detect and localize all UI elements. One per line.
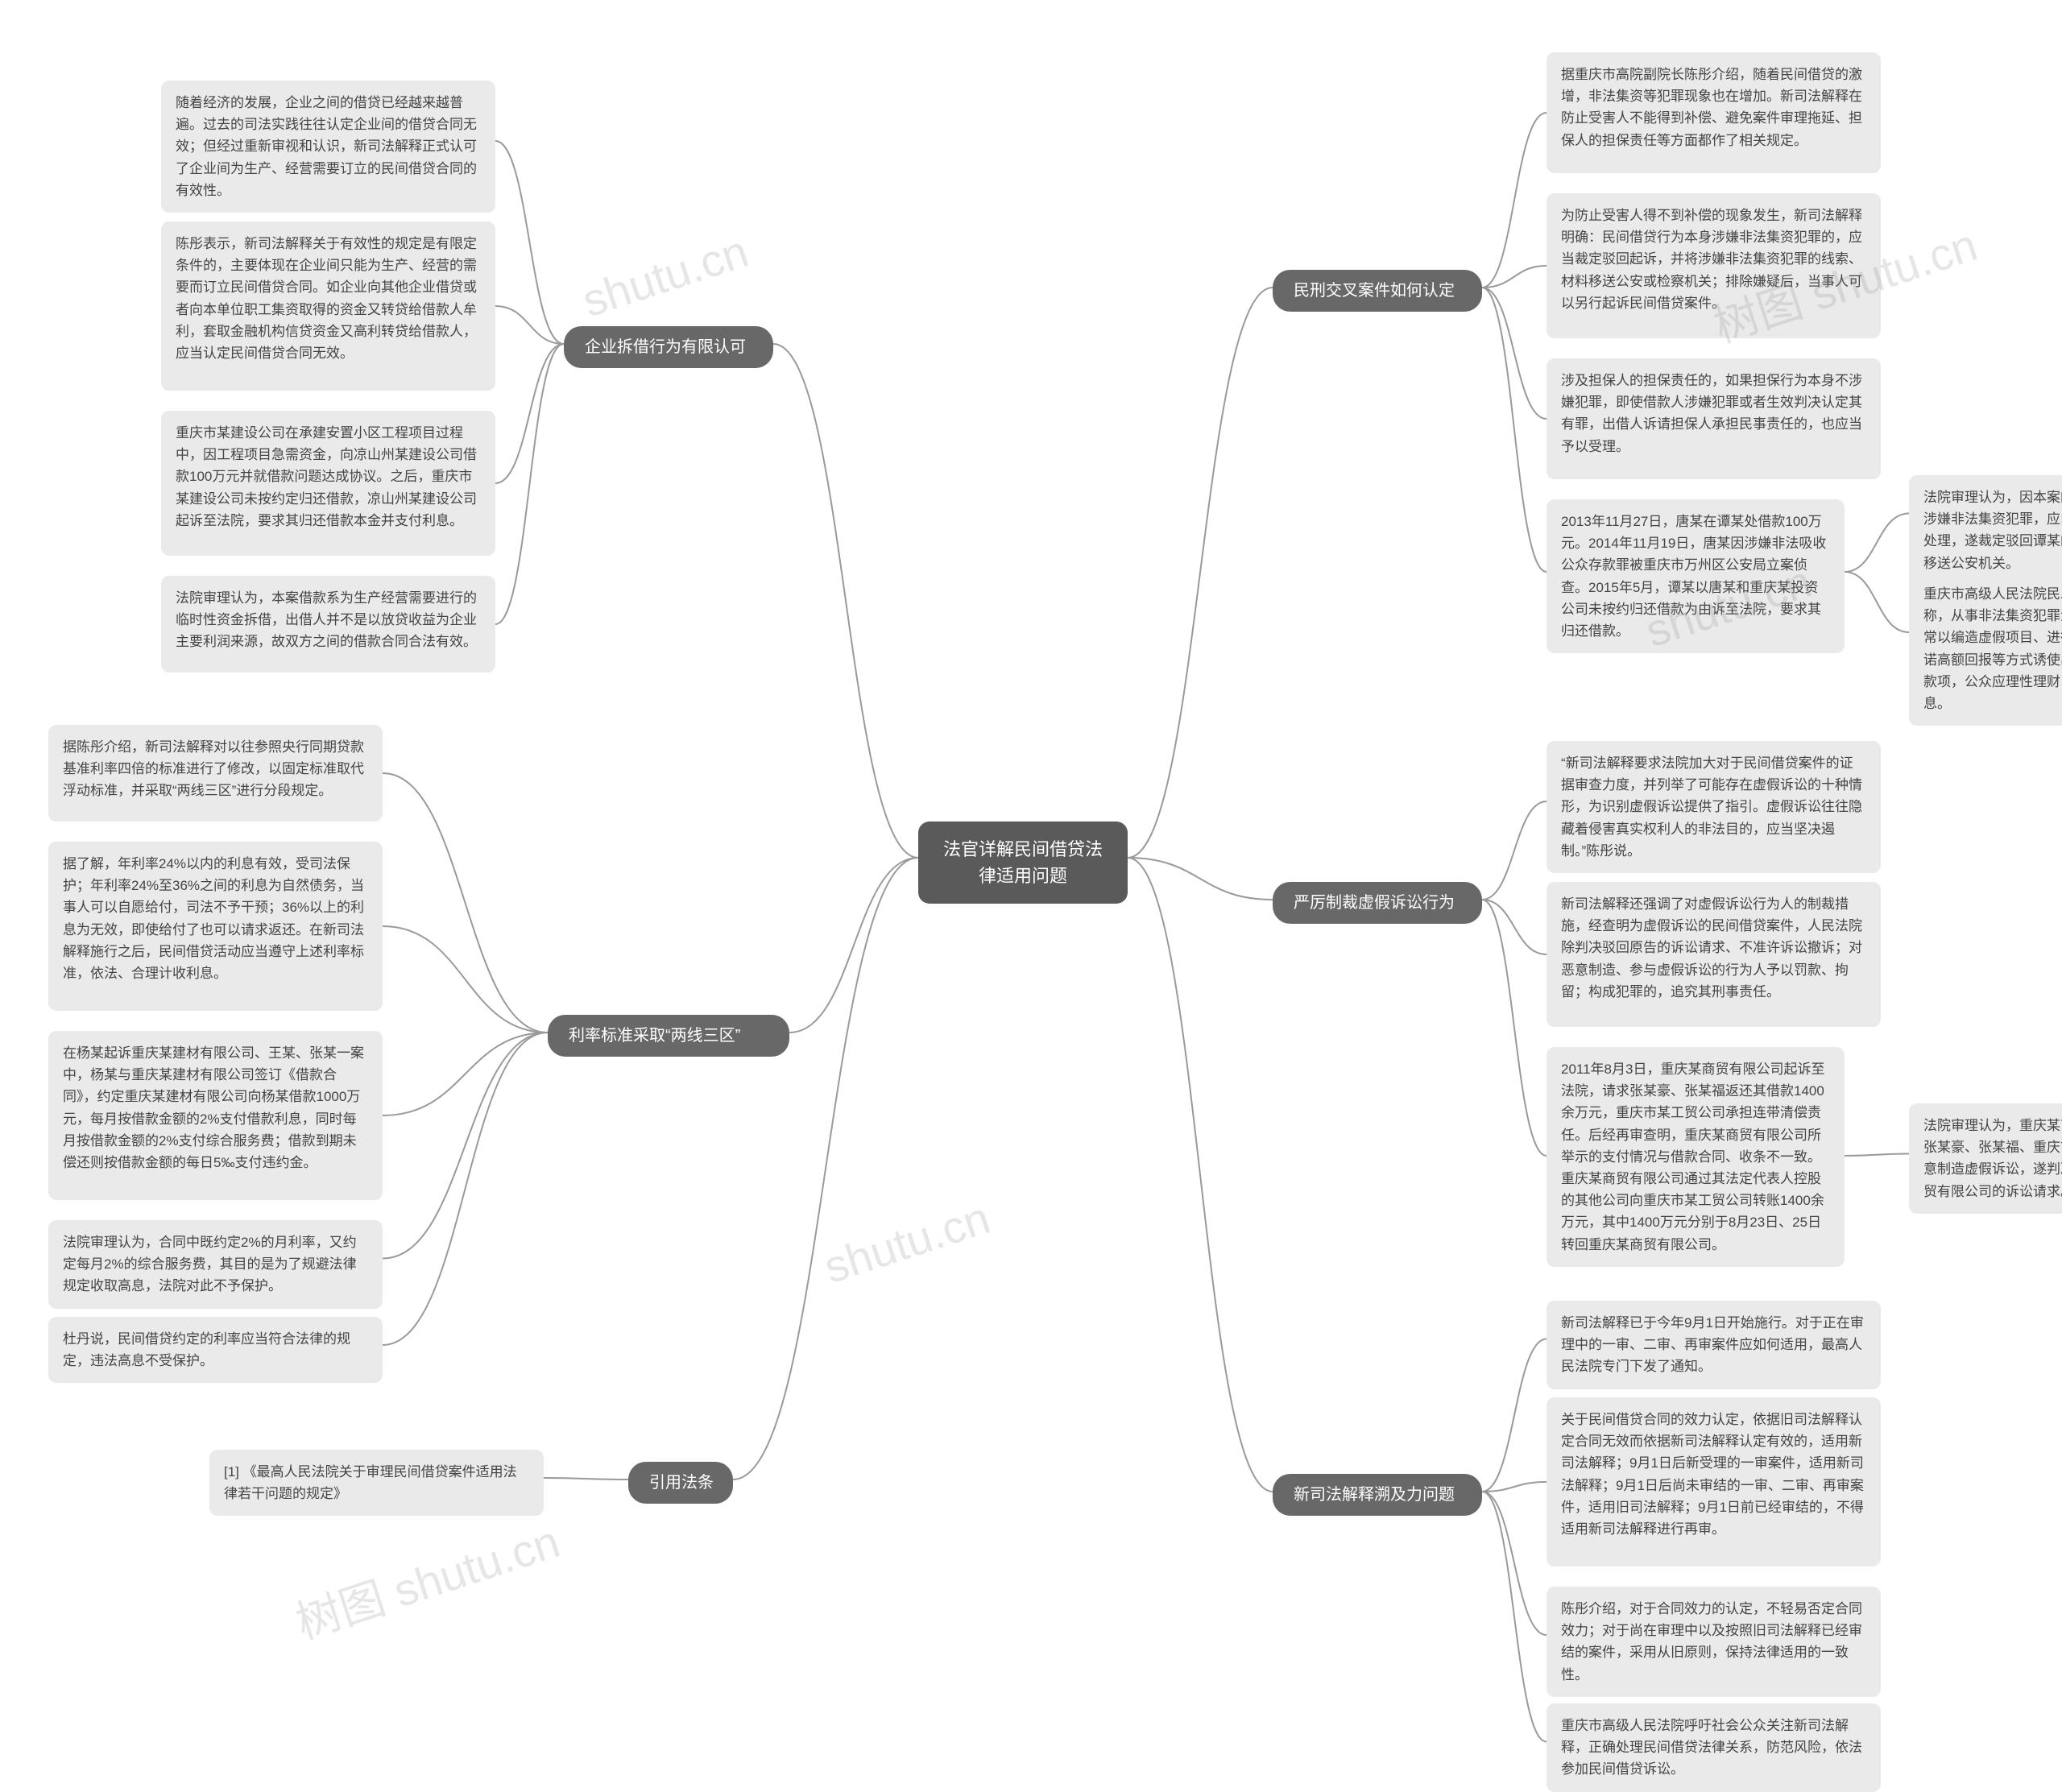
leaf-b1-2: 重庆市某建设公司在承建安置小区工程项目过程中，因工程项目急需资金，向凉山州某建设… xyxy=(161,411,495,556)
leaf-b2-1: 据了解，年利率24%以内的利息有效，受司法保护；年利率24%至36%之间的利息为… xyxy=(48,842,383,1011)
leaf-b4-3: 2013年11月27日，唐某在谭某处借款100万元。2014年11月19日，唐某… xyxy=(1546,499,1845,653)
subleaf-b4-3-0: 法院审理认为，因本案的借款行为本身涉嫌非法集资犯罪，应由公安机关先行处理，遂裁定… xyxy=(1909,475,2062,586)
leaf-b5-0: “新司法解释要求法院加大对于民间借贷案件的证据审查力度，并列举了可能存在虚假诉讼… xyxy=(1546,741,1881,873)
leaf-b5-2: 2011年8月3日，重庆某商贸有限公司起诉至法院，请求张某豪、张某福返还其借款1… xyxy=(1546,1047,1845,1267)
leaf-b1-1: 陈彤表示，新司法解释关于有效性的规定是有限定条件的，主要体现在企业间只能为生产、… xyxy=(161,221,495,391)
leaf-b2-0: 据陈彤介绍，新司法解释对以往参照央行同期贷款基准利率四倍的标准进行了修改，以固定… xyxy=(48,725,383,822)
leaf-b2-3: 法院审理认为，合同中既约定2%的月利率，又约定每月2%的综合服务费，其目的是为了… xyxy=(48,1220,383,1309)
leaf-b6-0: 新司法解释已于今年9月1日开始施行。对于正在审理中的一审、二审、再审案件应如何适… xyxy=(1546,1301,1881,1389)
leaf-b4-2: 涉及担保人的担保责任的，如果担保行为本身不涉嫌犯罪，即使借款人涉嫌犯罪或者生效判… xyxy=(1546,358,1881,479)
branch-b5: 严厉制裁虚假诉讼行为 xyxy=(1273,882,1482,924)
leaf-b1-3: 法院审理认为，本案借款系为生产经营需要进行的临时性资金拆借，出借人并不是以放贷收… xyxy=(161,576,495,673)
center-node: 法官详解民间借贷法律适用问题 xyxy=(918,822,1128,904)
leaf-b5-1: 新司法解释还强调了对虚假诉讼行为人的制裁措施，经查明为虚假诉讼的民间借贷案件，人… xyxy=(1546,882,1881,1027)
watermark-3: shutu.cn xyxy=(818,1191,996,1293)
leaf-b1-0: 随着经济的发展，企业之间的借贷已经越来越普遍。过去的司法实践往往认定企业间的借贷… xyxy=(161,81,495,213)
leaf-b6-2: 陈彤介绍，对于合同效力的认定，不轻易否定合同效力；对于尚在审理中以及按照旧司法解… xyxy=(1546,1587,1881,1697)
leaf-b6-3: 重庆市高级人民法院呼吁社会公众关注新司法解释，正确处理民间借贷法律关系，防范风险… xyxy=(1546,1703,1881,1792)
subleaf-b5-2-0: 法院审理认为，重庆某商贸有限公司与张某豪、张某福、重庆市某工贸公司恶意制造虚假诉… xyxy=(1909,1103,2062,1214)
leaf-b2-2: 在杨某起诉重庆某建材有限公司、王某、张某一案中，杨某与重庆某建材有限公司签订《借… xyxy=(48,1031,383,1200)
subleaf-b4-3-1: 重庆市高级人民法院民二庭庭长杜丹称，从事非法集资犯罪活动的嫌疑人通常以编造虚假项… xyxy=(1909,572,2062,726)
leaf-b2-4: 杜丹说，民间借贷约定的利率应当符合法律的规定，违法高息不受保护。 xyxy=(48,1317,383,1383)
branch-b6: 新司法解释溯及力问题 xyxy=(1273,1474,1482,1516)
leaf-b3-0: [1] 《最高人民法院关于审理民间借贷案件适用法律若干问题的规定》 xyxy=(209,1450,544,1516)
branch-b3: 引用法条 xyxy=(628,1462,733,1504)
leaf-b4-1: 为防止受害人得不到补偿的现象发生，新司法解释明确：民间借贷行为本身涉嫌非法集资犯… xyxy=(1546,193,1881,338)
branch-b1: 企业拆借行为有限认可 xyxy=(564,326,773,368)
branch-b4: 民刑交叉案件如何认定 xyxy=(1273,270,1482,312)
branch-b2: 利率标准采取“两线三区” xyxy=(548,1015,789,1057)
leaf-b4-0: 据重庆市高院副院长陈彤介绍，随着民间借贷的激增，非法集资等犯罪现象也在增加。新司… xyxy=(1546,52,1881,173)
watermark-0: shutu.cn xyxy=(576,225,754,327)
watermark-4: 树图 shutu.cn xyxy=(287,1506,567,1653)
leaf-b6-1: 关于民间借贷合同的效力认定，依据旧司法解释认定合同无效而依据新司法解释认定有效的… xyxy=(1546,1397,1881,1566)
